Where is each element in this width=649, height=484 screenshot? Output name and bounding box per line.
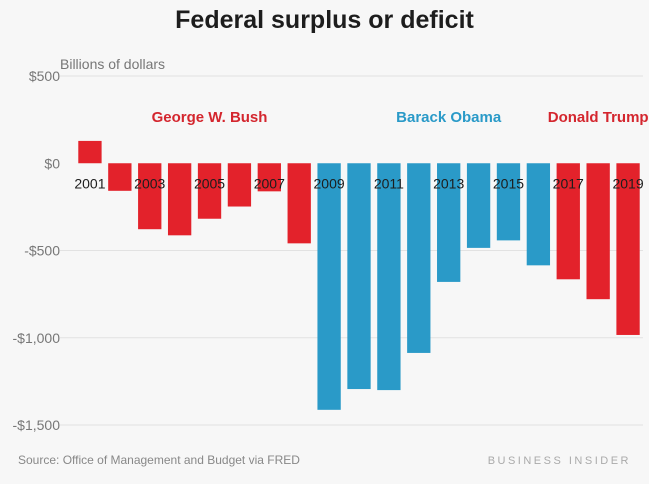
bar-2007: [257, 163, 281, 192]
bar-2019: [616, 163, 640, 335]
x-tick-label: 2013: [433, 175, 464, 191]
x-tick-label: 2017: [553, 175, 584, 191]
x-tick-label: 2005: [194, 175, 225, 191]
x-tick-label: 2015: [493, 175, 524, 191]
bar-2015: [496, 163, 521, 241]
bar-2004: [167, 163, 192, 236]
bar-2005: [197, 163, 222, 219]
bar-2017: [556, 163, 580, 280]
bar-2002: [108, 163, 132, 191]
bar-2008: [287, 163, 311, 244]
president-label: Donald Trump: [548, 109, 649, 126]
y-tick-label: $0: [44, 155, 60, 171]
bar-2018: [586, 163, 610, 300]
bar-2016: [526, 163, 551, 266]
x-tick-label: 2007: [254, 175, 285, 191]
y-tick-label: -$500: [24, 243, 60, 259]
y-tick-label: -$1,000: [13, 330, 61, 346]
bar-2012: [407, 163, 431, 353]
publisher-logo: BUSINESS INSIDER: [487, 455, 631, 467]
x-tick-label: 2003: [134, 175, 165, 191]
bar-2003: [138, 163, 162, 230]
x-tick-label: 2001: [74, 175, 105, 191]
bar-2006: [227, 163, 252, 207]
y-tick-label: -$1,500: [13, 417, 61, 433]
chart-title: Federal surplus or deficit: [175, 6, 474, 34]
source-note: Source: Office of Management and Budget …: [18, 453, 300, 467]
x-tick-label: 2009: [314, 175, 345, 191]
y-tick-label: $500: [29, 68, 60, 84]
bar-2001: [78, 140, 102, 164]
president-label: Barack Obama: [396, 109, 502, 126]
bar-2011: [377, 163, 401, 391]
x-tick-label: 2011: [374, 175, 404, 191]
x-tick-label: 2019: [612, 175, 643, 191]
bar-2010: [347, 163, 371, 390]
bar-2013: [437, 163, 461, 282]
president-label: George W. Bush: [152, 109, 268, 126]
bar-2009: [317, 163, 341, 410]
y-axis-unit-label: Billions of dollars: [60, 56, 166, 72]
bar-2014: [466, 163, 491, 248]
